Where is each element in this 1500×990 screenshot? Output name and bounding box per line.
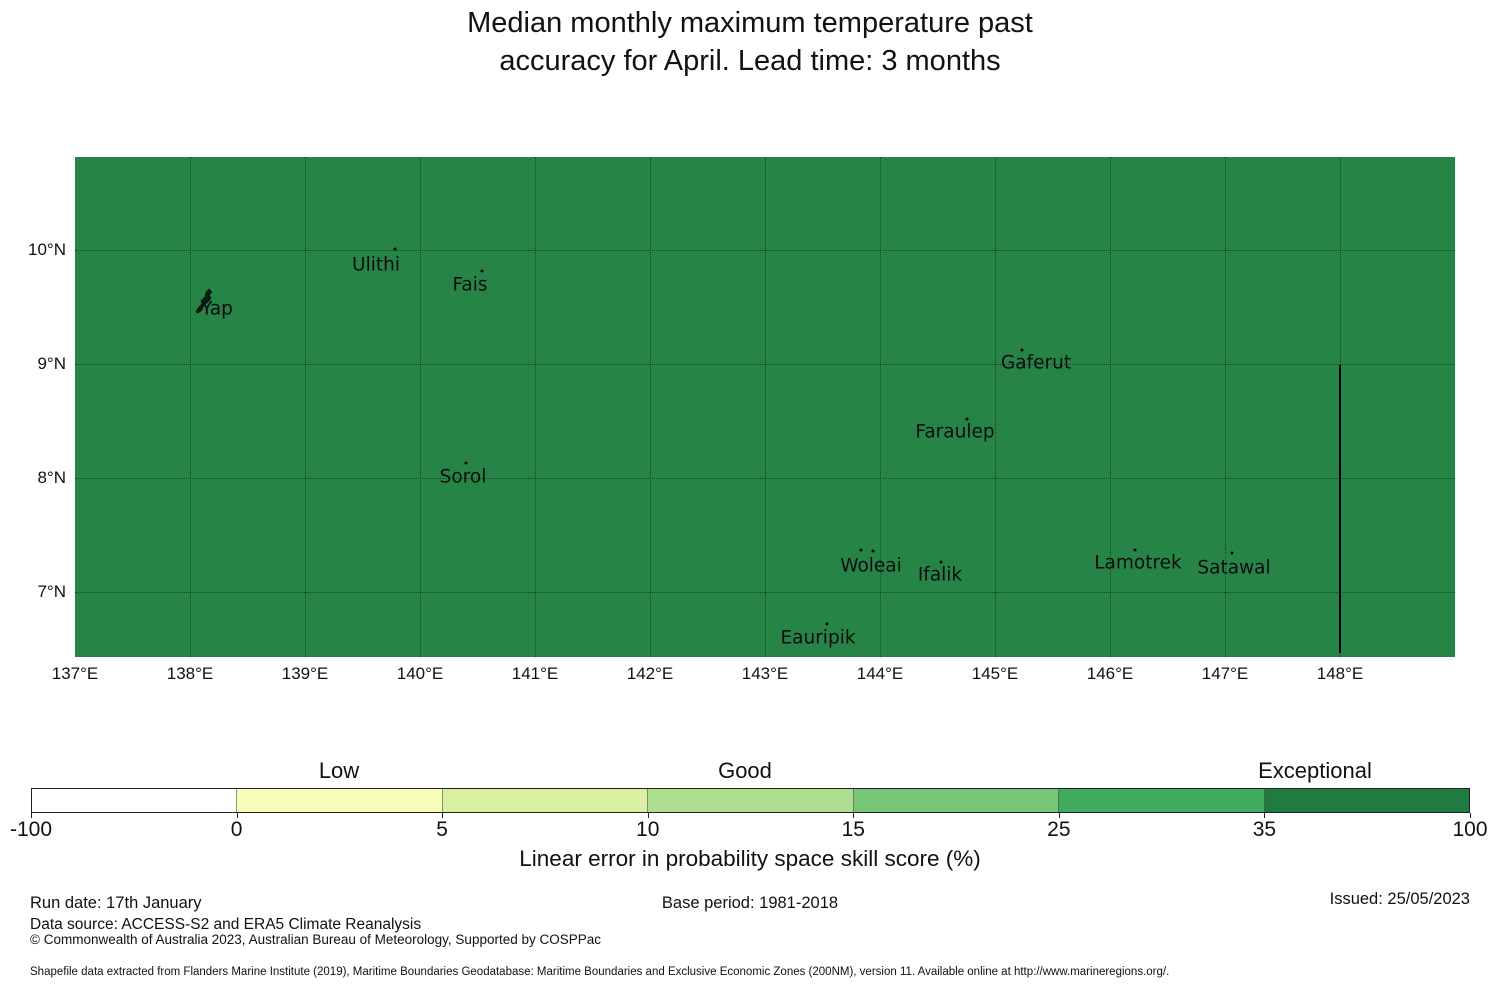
colorbar-segment-1 — [236, 789, 442, 812]
island-dot-ulithi — [393, 247, 397, 251]
island-label-gaferut: Gaferut — [1000, 352, 1072, 374]
colorbar-axis-label: Linear error in probability space skill … — [519, 846, 981, 871]
y-tick-label: 8°N — [37, 468, 66, 487]
colorbar-tick — [1058, 813, 1060, 818]
lat-gridline — [75, 364, 1455, 365]
island-dot-ifalik — [939, 560, 943, 564]
colorbar — [31, 788, 1470, 813]
lon-gridline — [305, 157, 306, 657]
colorbar-tick-label: 0 — [230, 818, 243, 841]
yap-island-shape — [195, 288, 213, 314]
lon-gridline — [765, 157, 766, 657]
colorbar-segment-0 — [32, 789, 237, 812]
page-title: Median monthly maximum temperature past … — [0, 4, 1500, 80]
island-dot-sorol — [464, 461, 468, 465]
x-tick-label: 139°E — [281, 664, 329, 683]
lat-gridline — [75, 592, 1455, 593]
lat-gridline — [75, 250, 1455, 251]
copyright-text: © Commonwealth of Australia 2023, Austra… — [30, 932, 602, 947]
colorbar-segment-3 — [647, 789, 853, 812]
x-tick-label: 140°E — [396, 664, 444, 683]
data-source-text: Data source: ACCESS-S2 and ERA5 Climate … — [30, 916, 422, 933]
colorbar-tick — [1470, 813, 1471, 818]
run-date-text: Run date: 17th January — [30, 894, 202, 912]
title-line-2: accuracy for April. Lead time: 3 months — [499, 45, 1001, 77]
x-tick-label: 145°E — [971, 664, 1019, 683]
island-dot-woleai — [871, 549, 875, 553]
eez-boundary-line — [1339, 365, 1341, 653]
y-tick-label: 7°N — [37, 582, 66, 601]
colorbar-tick-label: 25 — [1047, 818, 1071, 841]
colorbar-tick — [853, 813, 855, 818]
x-tick-label: 143°E — [741, 664, 789, 683]
island-label-woleai: Woleai — [840, 555, 902, 577]
lat-gridline — [75, 478, 1455, 479]
island-dot-satawal — [1230, 551, 1234, 555]
colorbar-tick — [1264, 813, 1266, 818]
x-tick-label: 144°E — [856, 664, 904, 683]
island-label-lamotrek: Lamotrek — [1094, 552, 1182, 574]
island-dot-fais — [480, 269, 484, 273]
island-label-ifalik: Ifalik — [917, 564, 963, 586]
title-line-1: Median monthly maximum temperature past — [467, 7, 1033, 39]
shapefile-note-text: Shapefile data extracted from Flanders M… — [30, 966, 1170, 978]
issued-date-text: Issued: 25/05/2023 — [1329, 890, 1470, 908]
colorbar-tick — [236, 813, 238, 818]
island-label-faraulep: Faraulep — [915, 421, 995, 443]
island-label-sorol: Sorol — [439, 466, 487, 488]
colorbar-segment-6 — [1263, 789, 1469, 812]
colorbar-tick-label: -100 — [9, 818, 53, 841]
colorbar-category-good: Good — [718, 758, 772, 783]
island-label-eauripik: Eauripik — [780, 627, 856, 649]
colorbar-tick-label: 100 — [1452, 818, 1488, 841]
lon-gridline — [995, 157, 996, 657]
island-label-fais: Fais — [452, 274, 488, 296]
x-tick-label: 141°E — [511, 664, 559, 683]
colorbar-tick-label: 10 — [636, 818, 660, 841]
colorbar-segment-5 — [1058, 789, 1264, 812]
x-tick-label: 138°E — [166, 664, 214, 683]
colorbar-tick-label: 15 — [841, 818, 865, 841]
x-tick-label: 146°E — [1086, 664, 1134, 683]
colorbar-tick — [31, 813, 32, 818]
colorbar-tick-label: 5 — [436, 818, 448, 841]
lon-gridline — [1110, 157, 1111, 657]
base-period-text: Base period: 1981-2018 — [661, 894, 839, 912]
colorbar-category-exceptional: Exceptional — [1258, 758, 1372, 783]
lon-gridline — [420, 157, 421, 657]
lon-gridline — [880, 157, 881, 657]
island-label-ulithi: Ulithi — [352, 254, 400, 276]
colorbar-tick-label: 35 — [1252, 818, 1277, 841]
island-dot-faraulep — [965, 417, 969, 421]
island-dot-eauripik — [825, 622, 829, 626]
y-tick-label: 10°N — [28, 240, 66, 259]
lon-gridline — [1225, 157, 1226, 657]
x-tick-label: 148°E — [1316, 664, 1364, 683]
lon-gridline — [190, 157, 191, 657]
colorbar-category-low: Low — [318, 758, 360, 783]
island-dot-woleai — [859, 548, 863, 552]
x-tick-label: 142°E — [626, 664, 674, 683]
x-tick-label: 147°E — [1201, 664, 1249, 683]
lon-gridline — [535, 157, 536, 657]
map-area — [75, 157, 1455, 657]
colorbar-segment-2 — [441, 789, 648, 812]
island-label-satawal: Satawal — [1197, 557, 1271, 579]
island-label-yap: Yap — [201, 298, 233, 320]
colorbar-segment-4 — [852, 789, 1059, 812]
colorbar-tick — [647, 813, 649, 818]
island-dot-gaferut — [1020, 348, 1024, 352]
colorbar-tick — [442, 813, 444, 818]
lon-gridline — [650, 157, 651, 657]
island-dot-lamotrek — [1133, 548, 1137, 552]
x-tick-label: 137°E — [51, 664, 99, 683]
y-tick-label: 9°N — [37, 354, 66, 373]
